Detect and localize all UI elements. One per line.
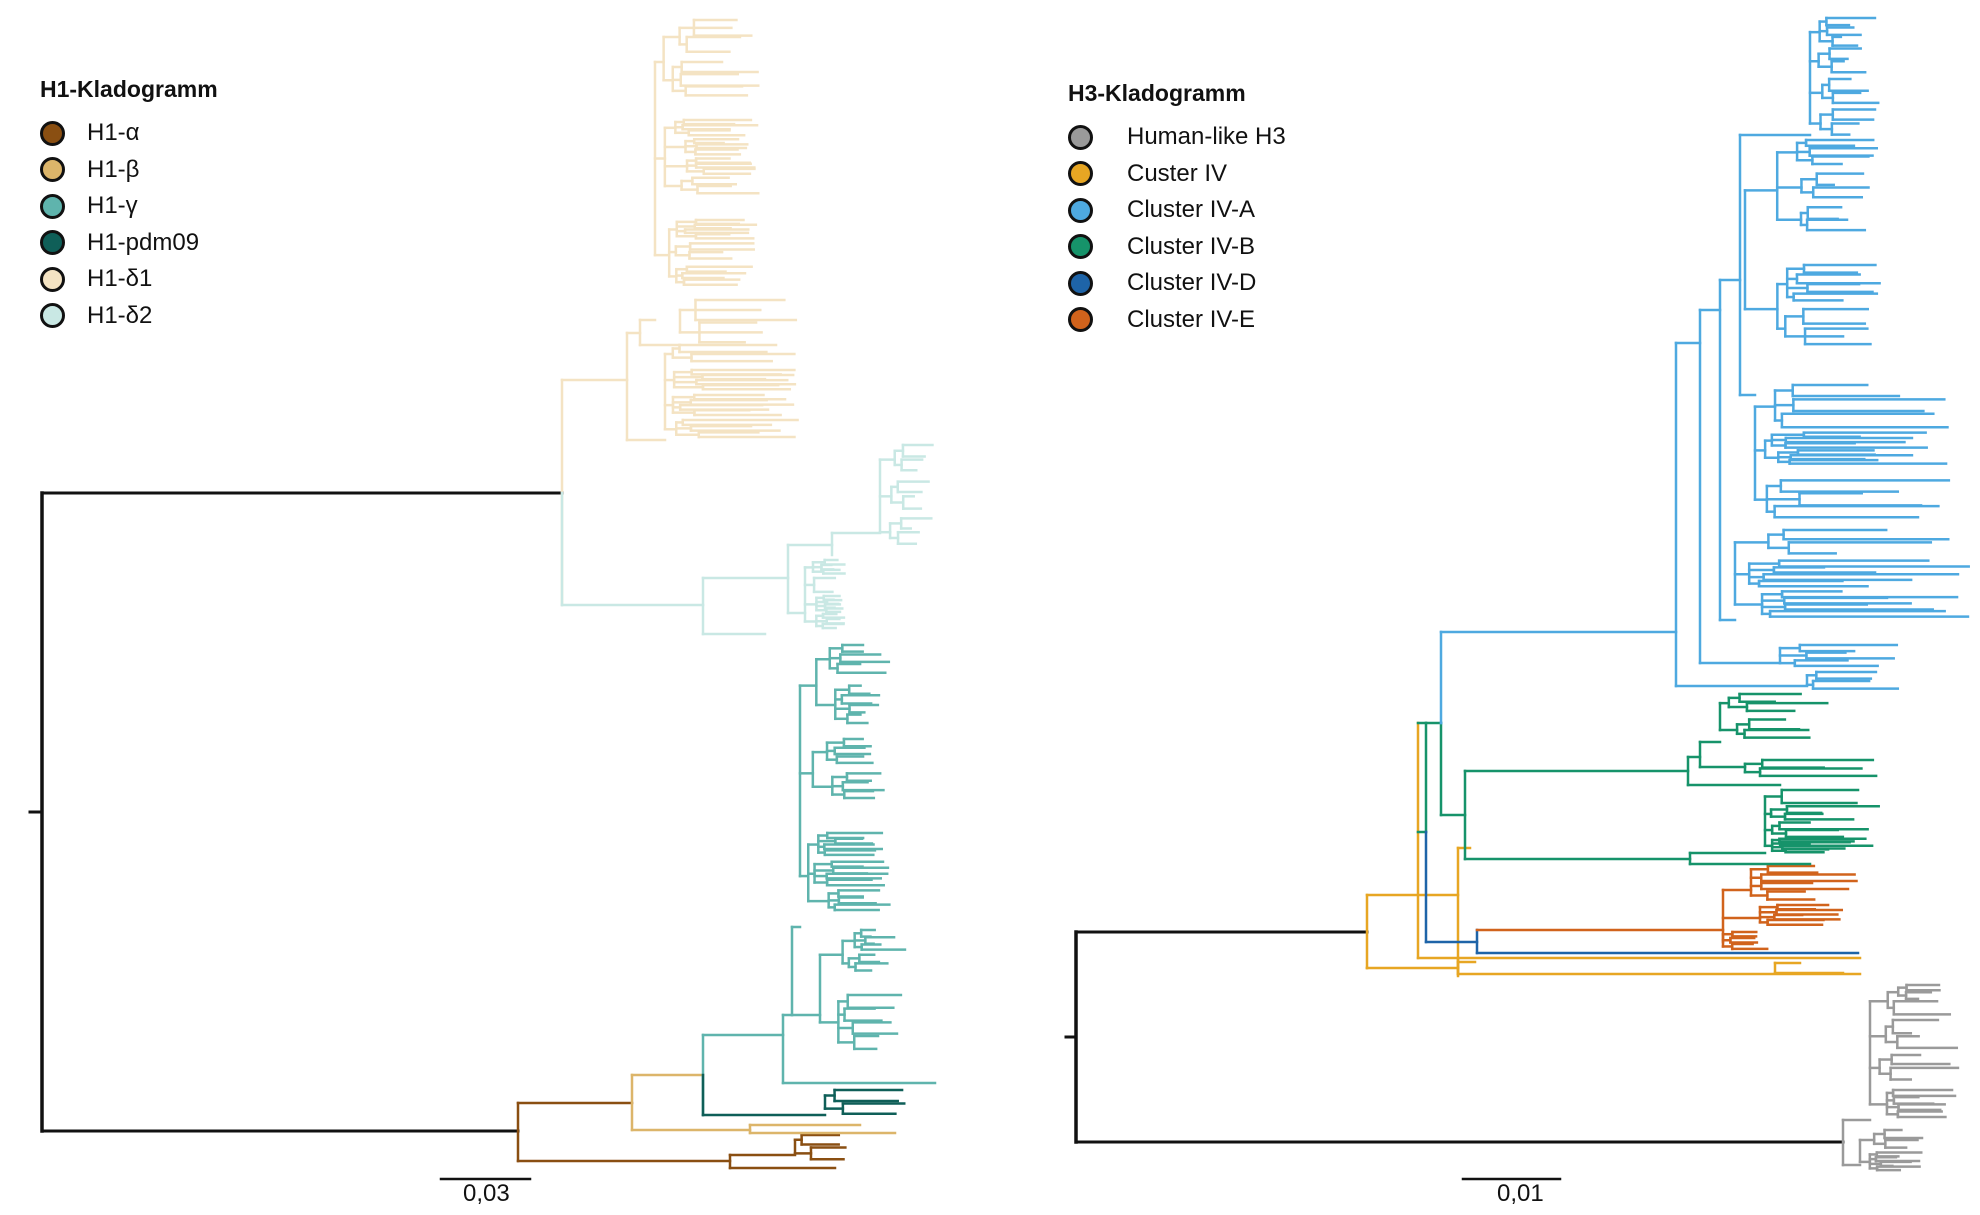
h3-legend: H3-Kladogramm Human-like H3 Custer IV Cl…	[1068, 80, 1286, 338]
legend-item-human-like-h3: Human-like H3	[1068, 119, 1286, 156]
legend-item-h1-alpha: H1-α	[40, 115, 218, 152]
h1-scale-bar-label: 0,03	[463, 1180, 510, 1207]
legend-swatch	[1068, 307, 1093, 333]
h1-legend-title: H1-Kladogramm	[40, 76, 218, 102]
legend-item-h1-pdm09: H1-pdm09	[40, 225, 218, 262]
legend-swatch	[40, 303, 65, 329]
h3-legend-title: H3-Kladogramm	[1068, 80, 1246, 106]
legend-swatch	[40, 157, 65, 183]
legend-swatch	[40, 193, 65, 219]
legend-swatch	[40, 120, 65, 146]
legend-swatch	[1068, 124, 1093, 150]
legend-item-cluster-iv-e: Cluster IV-E	[1068, 302, 1286, 339]
legend-swatch	[1068, 270, 1093, 296]
legend-item-cluster-iv-b: Cluster IV-B	[1068, 229, 1286, 266]
legend-swatch	[40, 230, 65, 256]
legend-item-h1-delta1: H1-δ1	[40, 261, 218, 298]
legend-item-cluster-iv-a: Cluster IV-A	[1068, 192, 1286, 229]
legend-swatch	[1068, 197, 1093, 223]
h1-legend: H1-Kladogramm H1-α H1-β H1-γ H1-pdm09 H1…	[40, 76, 218, 334]
legend-item-h1-beta: H1-β	[40, 152, 218, 189]
legend-swatch	[40, 266, 65, 292]
legend-swatch	[1068, 234, 1093, 260]
legend-item-h1-gamma: H1-γ	[40, 188, 218, 225]
h3-scale-bar-label: 0,01	[1497, 1180, 1544, 1207]
legend-item-h1-delta2: H1-δ2	[40, 298, 218, 335]
legend-item-cluster-iv-d: Cluster IV-D	[1068, 265, 1286, 302]
legend-item-cluster-iv: Custer IV	[1068, 156, 1286, 193]
legend-swatch	[1068, 161, 1093, 187]
